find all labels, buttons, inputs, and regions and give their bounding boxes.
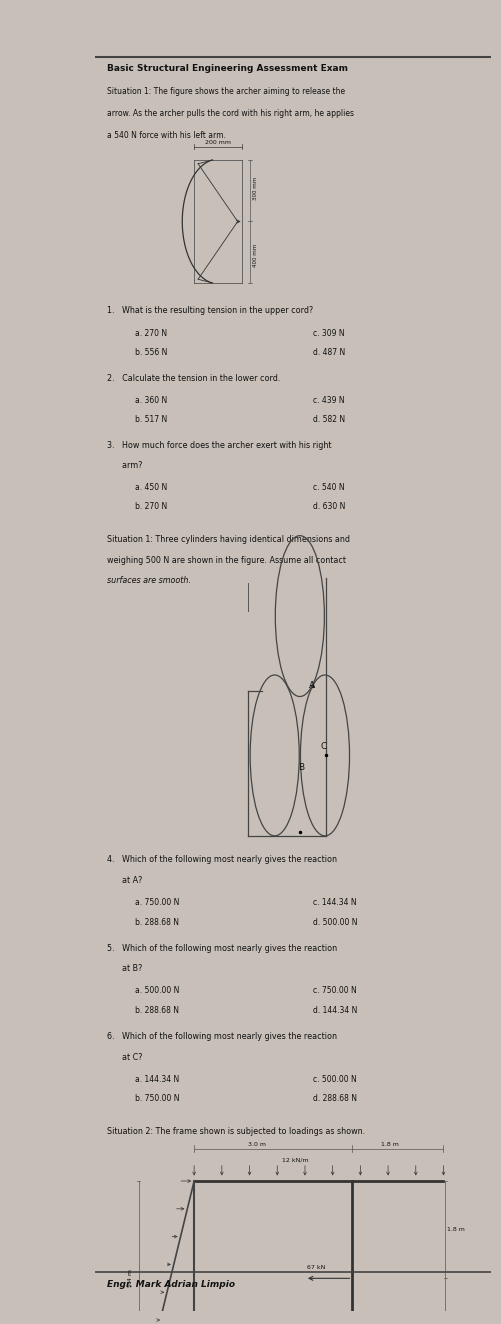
Text: b. 556 N: b. 556 N: [135, 348, 167, 357]
Text: 200 mm: 200 mm: [205, 140, 231, 146]
Text: c. 144.34 N: c. 144.34 N: [313, 898, 357, 907]
Text: a 540 N force with his left arm.: a 540 N force with his left arm.: [107, 131, 226, 140]
Text: Situation 1: Three cylinders having identical dimensions and: Situation 1: Three cylinders having iden…: [107, 535, 350, 544]
Text: 3.   How much force does the archer exert with his right: 3. How much force does the archer exert …: [107, 441, 332, 450]
Text: at A?: at A?: [107, 876, 142, 884]
Text: a. 500.00 N: a. 500.00 N: [135, 986, 179, 996]
Text: c. 439 N: c. 439 N: [313, 396, 345, 405]
Text: 5.   Which of the following most nearly gives the reaction: 5. Which of the following most nearly gi…: [107, 944, 337, 952]
Text: 1.   What is the resulting tension in the upper cord?: 1. What is the resulting tension in the …: [107, 306, 313, 315]
Text: a. 144.34 N: a. 144.34 N: [135, 1075, 179, 1083]
Text: surfaces are smooth.: surfaces are smooth.: [107, 576, 191, 585]
Text: Engr. Mark Adrian Limpio: Engr. Mark Adrian Limpio: [107, 1279, 235, 1288]
Text: b. 288.68 N: b. 288.68 N: [135, 918, 179, 927]
Text: c. 500.00 N: c. 500.00 N: [313, 1075, 357, 1083]
Text: b. 288.68 N: b. 288.68 N: [135, 1006, 179, 1014]
Text: c. 309 N: c. 309 N: [313, 328, 345, 338]
Text: 1.8 m: 1.8 m: [447, 1227, 465, 1233]
Text: d. 582 N: d. 582 N: [313, 416, 345, 425]
Text: weighing 500 N are shown in the figure. Assume all contact: weighing 500 N are shown in the figure. …: [107, 556, 346, 564]
Text: c. 750.00 N: c. 750.00 N: [313, 986, 357, 996]
Text: at C?: at C?: [107, 1053, 143, 1062]
Text: a. 750.00 N: a. 750.00 N: [135, 898, 179, 907]
Text: arrow. As the archer pulls the cord with his right arm, he applies: arrow. As the archer pulls the cord with…: [107, 110, 354, 118]
Text: B: B: [298, 764, 304, 772]
Text: 1.8 m: 1.8 m: [381, 1143, 399, 1147]
Text: C: C: [320, 743, 327, 752]
Text: d. 288.68 N: d. 288.68 N: [313, 1094, 357, 1103]
Text: a. 360 N: a. 360 N: [135, 396, 167, 405]
Text: Situation 1: The figure shows the archer aiming to release the: Situation 1: The figure shows the archer…: [107, 87, 345, 97]
Text: a. 270 N: a. 270 N: [135, 328, 167, 338]
Text: at B?: at B?: [107, 964, 142, 973]
Text: 400 mm: 400 mm: [253, 244, 258, 266]
Text: 2.   Calculate the tension in the lower cord.: 2. Calculate the tension in the lower co…: [107, 373, 281, 383]
Text: 3.0 m: 3.0 m: [248, 1143, 267, 1147]
Text: 67 kN: 67 kN: [307, 1266, 325, 1270]
Text: 12 kN/m: 12 kN/m: [282, 1157, 309, 1162]
Text: c. 540 N: c. 540 N: [313, 483, 345, 493]
Text: arm?: arm?: [107, 461, 143, 470]
Text: 4.   Which of the following most nearly gives the reaction: 4. Which of the following most nearly gi…: [107, 855, 337, 865]
Text: d. 630 N: d. 630 N: [313, 502, 345, 511]
Text: d. 500.00 N: d. 500.00 N: [313, 918, 357, 927]
Text: b. 517 N: b. 517 N: [135, 416, 167, 425]
Text: 5.4 m: 5.4 m: [128, 1270, 133, 1287]
Text: A: A: [309, 681, 315, 690]
Text: a. 450 N: a. 450 N: [135, 483, 167, 493]
Text: Basic Structural Engineering Assessment Exam: Basic Structural Engineering Assessment …: [107, 64, 348, 73]
Text: d. 487 N: d. 487 N: [313, 348, 345, 357]
Text: 300 mm: 300 mm: [253, 176, 258, 200]
Text: Situation 2: The frame shown is subjected to loadings as shown.: Situation 2: The frame shown is subjecte…: [107, 1127, 365, 1136]
Text: b. 750.00 N: b. 750.00 N: [135, 1094, 179, 1103]
Text: d. 144.34 N: d. 144.34 N: [313, 1006, 357, 1014]
Text: b. 270 N: b. 270 N: [135, 502, 167, 511]
Text: 6.   Which of the following most nearly gives the reaction: 6. Which of the following most nearly gi…: [107, 1031, 337, 1041]
